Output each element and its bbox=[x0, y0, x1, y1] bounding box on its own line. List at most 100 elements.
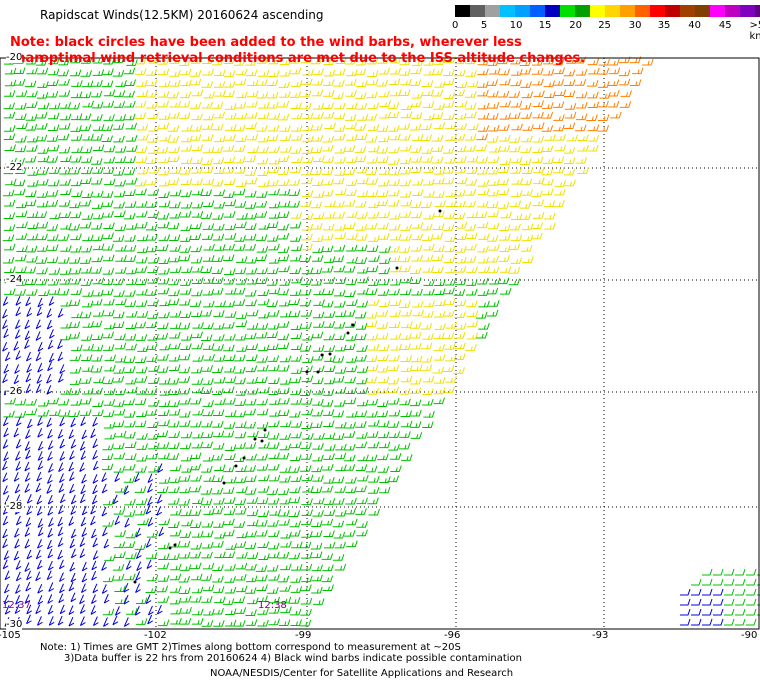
wind-barb bbox=[334, 102, 346, 110]
wind-barb bbox=[256, 453, 268, 461]
wind-barb bbox=[15, 416, 22, 427]
wind-barb bbox=[499, 134, 511, 142]
wind-barb bbox=[256, 595, 268, 603]
wind-barb bbox=[322, 233, 334, 241]
wind-barb bbox=[279, 125, 291, 132]
wind-barb bbox=[202, 223, 215, 230]
wind-barb bbox=[346, 134, 358, 141]
wind-barb bbox=[277, 113, 290, 121]
wind-barb bbox=[134, 508, 147, 516]
wind-barb bbox=[136, 454, 148, 462]
wind-barb bbox=[563, 90, 576, 97]
wind-barb bbox=[145, 409, 158, 416]
wind-barb bbox=[135, 420, 147, 428]
wind-barb bbox=[192, 355, 204, 362]
wind-barb bbox=[322, 389, 335, 396]
wind-barb bbox=[533, 122, 545, 130]
wind-barb bbox=[214, 300, 226, 308]
wind-barb bbox=[410, 377, 422, 385]
wind-barb bbox=[115, 80, 127, 87]
wind-barb bbox=[16, 221, 28, 229]
wind-barb bbox=[533, 177, 545, 185]
wind-barb bbox=[498, 166, 510, 174]
wind-barb bbox=[445, 122, 457, 130]
wind-barb bbox=[47, 244, 59, 251]
wind-barb bbox=[289, 267, 302, 274]
wind-barb bbox=[268, 364, 280, 372]
wind-barb bbox=[58, 257, 70, 264]
wind-barb bbox=[178, 551, 191, 559]
wind-barb bbox=[69, 450, 75, 461]
wind-barb bbox=[299, 541, 312, 549]
wind-barb bbox=[169, 255, 181, 263]
wind-barb bbox=[123, 594, 130, 605]
wind-barb bbox=[200, 266, 213, 274]
wind-barb bbox=[48, 288, 61, 295]
wind-barb bbox=[312, 102, 325, 110]
wind-barb bbox=[497, 90, 510, 98]
wind-barb bbox=[301, 233, 313, 241]
wind-barb bbox=[134, 57, 147, 65]
wind-barb bbox=[586, 79, 599, 87]
wind-barb bbox=[344, 530, 356, 537]
wind-barb bbox=[713, 588, 724, 596]
wind-barb bbox=[488, 179, 500, 186]
wind-barb bbox=[234, 267, 247, 275]
colorbar-swatch bbox=[485, 5, 500, 17]
wind-barb bbox=[191, 342, 204, 350]
wind-barb bbox=[168, 234, 181, 242]
wind-barb bbox=[60, 188, 72, 196]
wind-barb bbox=[520, 112, 533, 119]
wind-barb bbox=[245, 587, 257, 594]
wind-barb bbox=[80, 177, 92, 185]
wind-barb bbox=[433, 332, 445, 340]
wind-barb bbox=[713, 608, 724, 616]
wind-barb bbox=[25, 383, 32, 394]
wind-barb bbox=[255, 254, 268, 262]
wind-barb bbox=[453, 367, 465, 374]
wind-barb bbox=[531, 232, 543, 240]
wind-barb bbox=[356, 244, 368, 252]
wind-barb bbox=[25, 57, 38, 65]
wind-barb bbox=[487, 90, 499, 98]
wind-barb bbox=[3, 550, 10, 561]
wind-barb bbox=[247, 79, 259, 87]
wind-barb bbox=[190, 595, 202, 603]
wind-barb bbox=[389, 299, 402, 307]
wind-barb bbox=[279, 134, 292, 141]
wind-barb bbox=[112, 321, 125, 328]
wind-barb bbox=[333, 112, 346, 120]
wind-barb bbox=[70, 505, 77, 515]
wind-barb bbox=[102, 167, 115, 174]
contamination-circle bbox=[242, 456, 246, 460]
wind-barb bbox=[236, 212, 248, 220]
wind-barb bbox=[157, 122, 170, 130]
wind-barb bbox=[2, 515, 9, 526]
wind-barb bbox=[256, 463, 269, 471]
contamination-circles bbox=[133, 209, 442, 584]
wind-barb bbox=[444, 156, 456, 164]
wind-barb bbox=[411, 254, 423, 262]
wind-barb bbox=[3, 212, 16, 220]
wind-barb bbox=[179, 298, 191, 306]
wind-barb bbox=[431, 112, 444, 119]
wind-barb bbox=[453, 289, 466, 296]
wind-barb bbox=[135, 146, 148, 153]
wind-barb bbox=[246, 377, 258, 384]
wind-barb bbox=[324, 355, 336, 362]
wind-barb bbox=[519, 67, 532, 75]
wind-barb bbox=[80, 70, 92, 77]
wind-barb bbox=[101, 80, 114, 88]
wind-barb bbox=[134, 486, 147, 493]
wind-barb bbox=[69, 562, 76, 572]
wind-barb bbox=[47, 144, 60, 152]
wind-barb bbox=[113, 465, 126, 473]
wind-barb bbox=[508, 243, 521, 251]
wind-barb bbox=[114, 551, 126, 559]
wind-barb bbox=[126, 310, 138, 318]
wind-barb bbox=[290, 354, 303, 362]
wind-barb bbox=[680, 588, 691, 596]
wind-barb bbox=[135, 466, 147, 473]
wind-barb bbox=[235, 389, 248, 396]
wind-barb bbox=[312, 246, 324, 253]
